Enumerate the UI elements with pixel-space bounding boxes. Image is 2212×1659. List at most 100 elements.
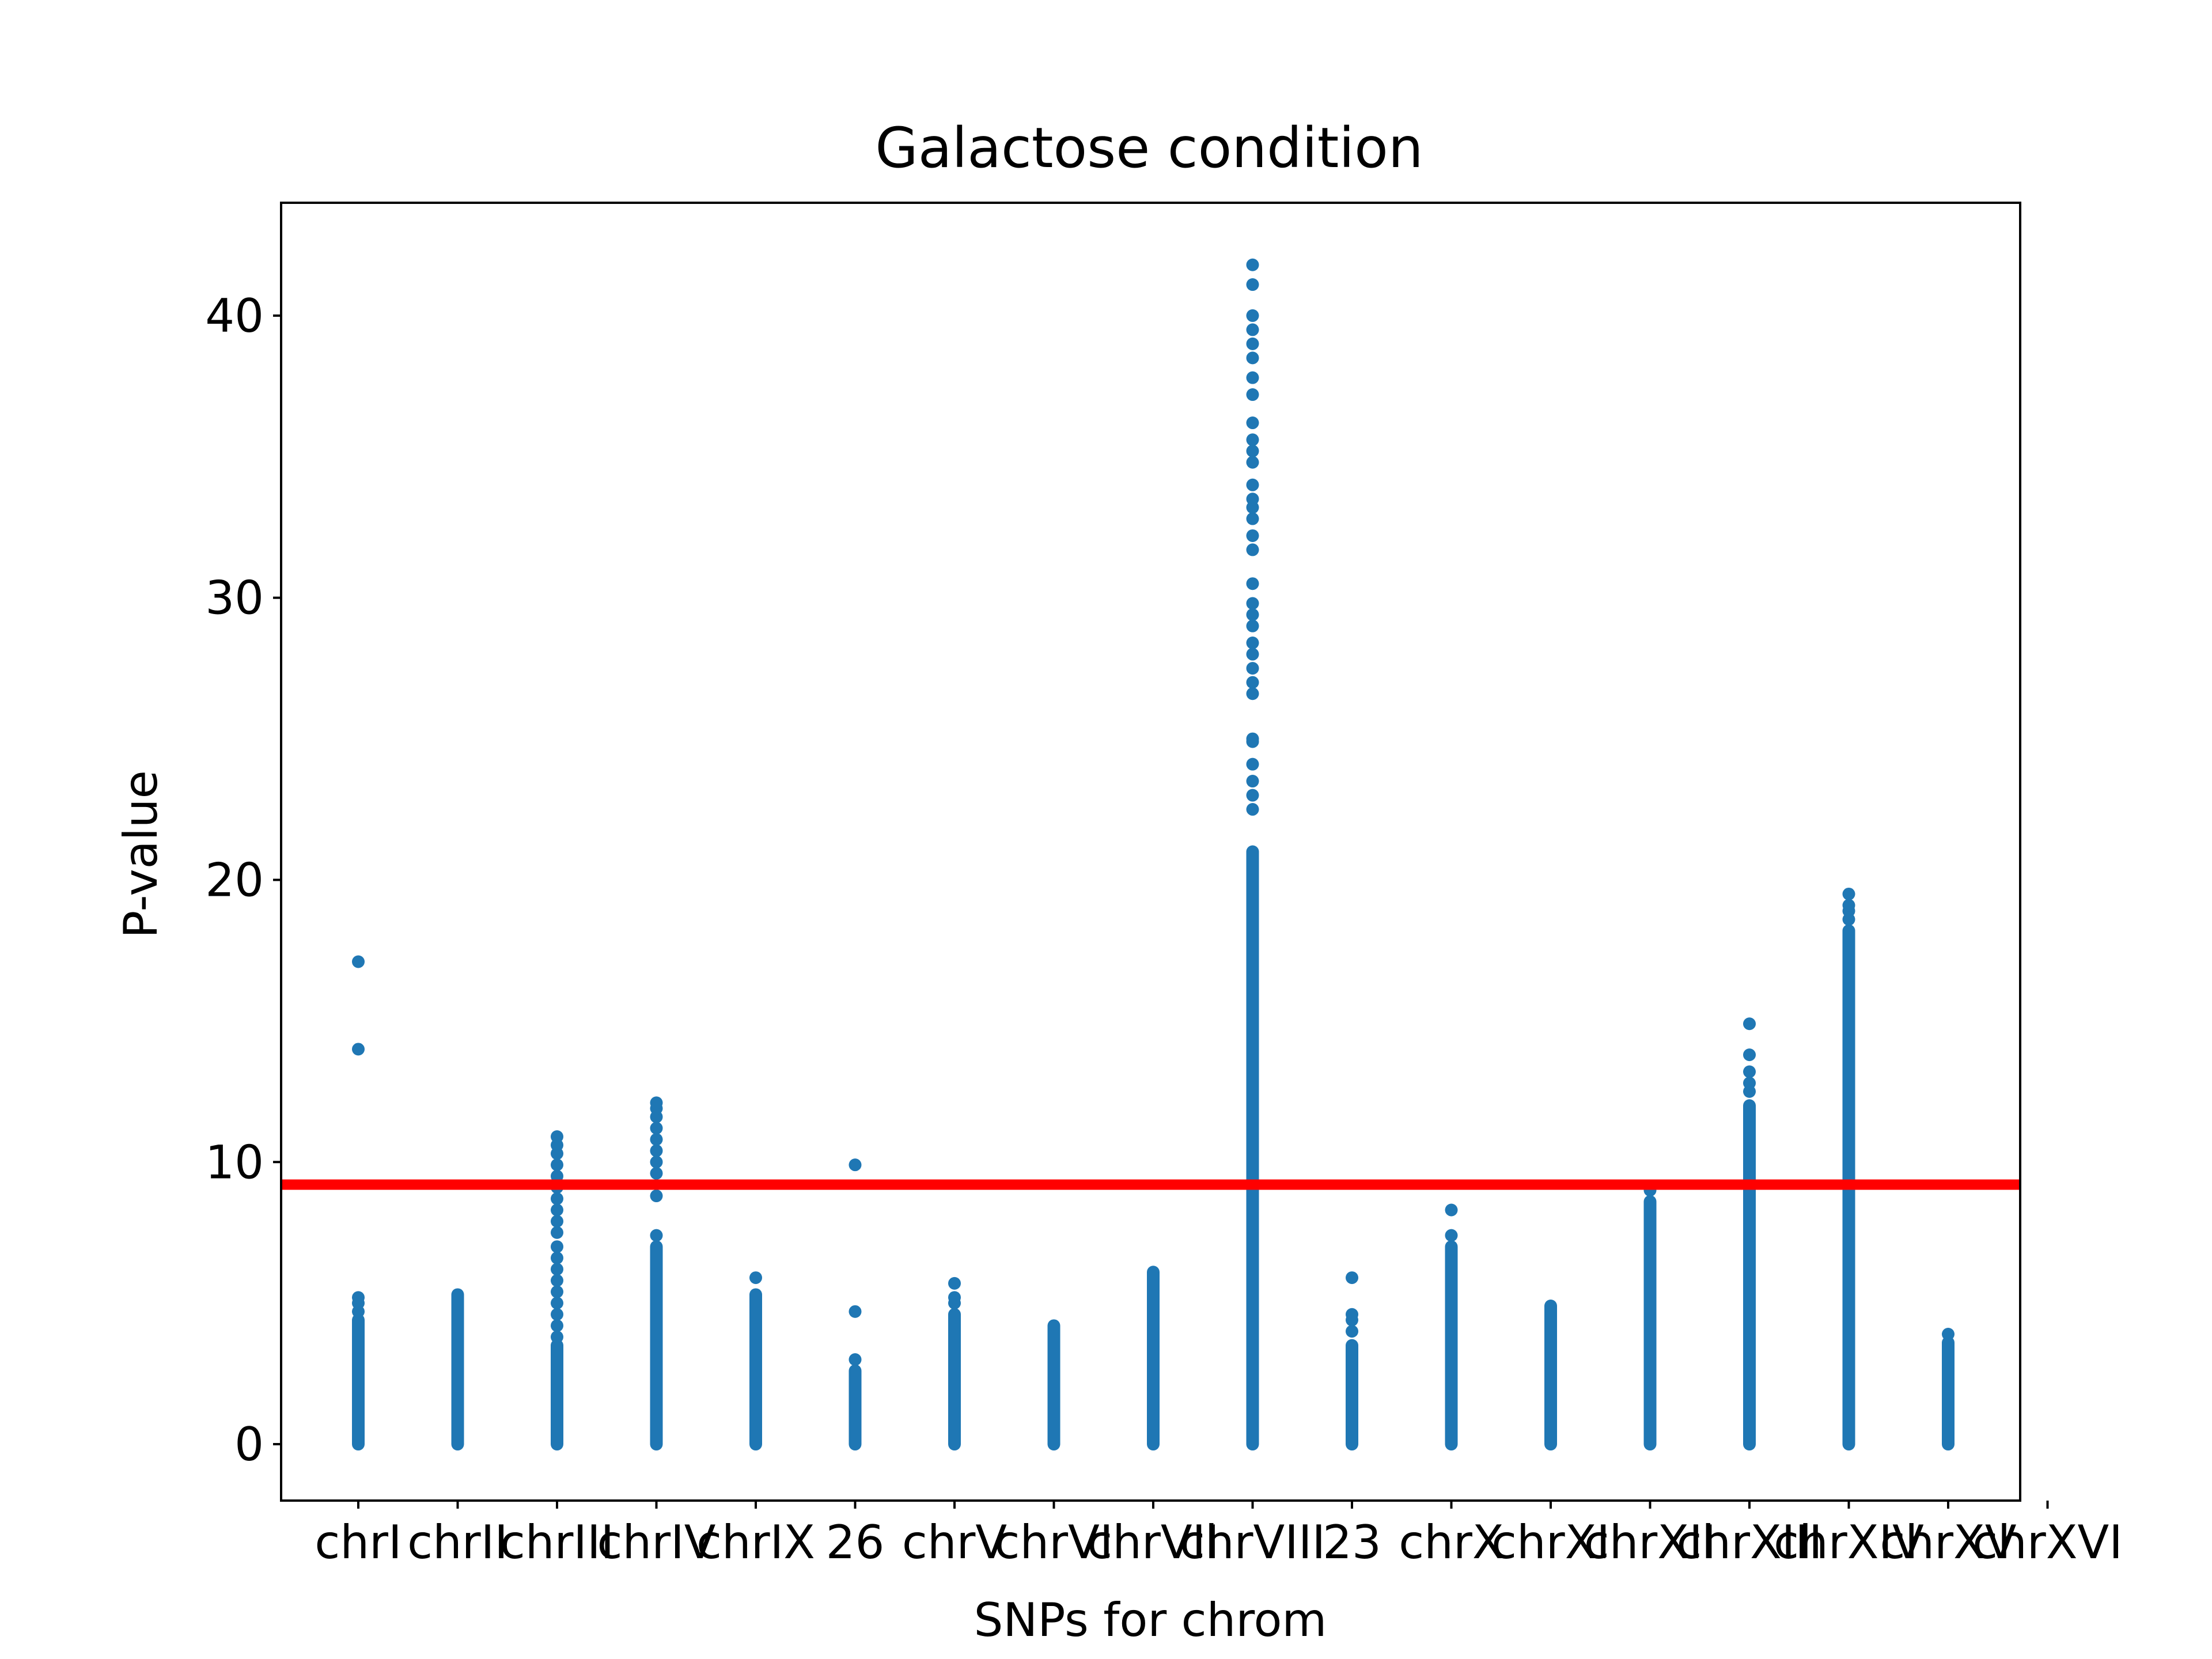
snp-point [650, 1133, 663, 1146]
y-tick-label: 30 [205, 571, 264, 625]
snp-point [352, 1043, 365, 1056]
snp-point [1743, 1065, 1756, 1078]
snp-point [1246, 278, 1259, 291]
x-tick-label: chrVII [1087, 1516, 1219, 1569]
x-tick-label: chrXV [1880, 1516, 2016, 1569]
x-tick-label: chrVIII [1180, 1516, 1325, 1569]
snp-point [1246, 803, 1259, 816]
snp-point [1246, 512, 1259, 525]
chart-title: Galactose condition [875, 116, 1423, 180]
snp-point [849, 1158, 862, 1172]
snp-point [551, 1240, 563, 1253]
snp-point [551, 1226, 563, 1239]
snp-point [948, 1277, 961, 1290]
x-tick-label: chrI [315, 1516, 402, 1569]
snp-point [1445, 1229, 1458, 1242]
snp-point [1246, 577, 1259, 590]
x-tick-label: 26 [826, 1516, 885, 1569]
snp-point [1246, 529, 1259, 542]
snp-point [551, 1158, 563, 1172]
snp-point [1842, 899, 1855, 912]
y-tick-label: 10 [205, 1135, 264, 1189]
snp-point [1346, 1271, 1358, 1285]
snp-point [1346, 1325, 1358, 1338]
snp-point [1246, 478, 1259, 491]
snp-point [1246, 775, 1259, 788]
x-tick-label: chrIII [500, 1516, 614, 1569]
snp-point [551, 1192, 563, 1205]
snp-point [1246, 608, 1259, 622]
snp-point [1246, 416, 1259, 430]
snp-point [1246, 732, 1259, 745]
snp-point [352, 1291, 365, 1304]
y-tick-label: 20 [205, 853, 264, 907]
snp-point [1346, 1308, 1358, 1321]
snp-point [1246, 647, 1259, 661]
snp-point [749, 1271, 762, 1285]
snp-point [1246, 445, 1259, 458]
x-tick-label: chrIV [597, 1516, 716, 1569]
snp-point [1246, 309, 1259, 322]
snp-point [1246, 258, 1259, 271]
snp-point [1246, 789, 1259, 802]
snp-point [551, 1263, 563, 1276]
snp-point [1246, 493, 1259, 506]
y-tick-label: 0 [234, 1418, 264, 1471]
snp-point [650, 1156, 663, 1169]
snp-point [948, 1291, 961, 1304]
snp-point [551, 1203, 563, 1217]
snp-point [650, 1096, 663, 1109]
snp-point [650, 1190, 663, 1203]
x-tick-label: chrXIV [1774, 1516, 1924, 1569]
x-tick-label: chrXVI [1972, 1516, 2123, 1569]
y-axis: 0 10 20 30 40 [205, 289, 281, 1471]
snp-point [1246, 662, 1259, 675]
snp-point [551, 1330, 563, 1343]
points-layer [352, 258, 1955, 1451]
snp-point [1246, 388, 1259, 402]
snp-point [650, 1144, 663, 1157]
snp-point [1743, 1017, 1756, 1031]
snp-point [1743, 1077, 1756, 1090]
snp-point [849, 1305, 862, 1318]
y-axis-label: P-value [114, 770, 168, 938]
snp-point [352, 955, 365, 968]
plot-frame [280, 202, 2021, 1502]
snp-point [551, 1251, 563, 1264]
y-tick-label: 40 [205, 289, 264, 343]
snp-point [849, 1353, 862, 1366]
snp-point [1246, 351, 1259, 365]
snp-point [551, 1285, 563, 1298]
snp-point [650, 1122, 663, 1135]
snp-point [1246, 433, 1259, 446]
snp-point [1246, 619, 1259, 632]
x-axis-label: SNPs for chrom [974, 1593, 1327, 1647]
snp-point [1246, 371, 1259, 384]
snp-point [551, 1308, 563, 1321]
snp-point [1246, 337, 1259, 350]
snp-point [1246, 676, 1259, 689]
snp-point [1246, 456, 1259, 469]
x-tick-label: chrX [1399, 1516, 1503, 1569]
x-tick-label: chrV [902, 1516, 1007, 1569]
snp-point [551, 1297, 563, 1310]
snp-point [1246, 597, 1259, 610]
x-tick-label: chrXI [1491, 1516, 1610, 1569]
x-tick-label: 23 [1323, 1516, 1381, 1569]
x-tick-label: chrXIII [1676, 1516, 1822, 1569]
x-tick-label: chrVI [995, 1516, 1113, 1569]
snp-point [551, 1215, 563, 1228]
snp-point [1842, 887, 1855, 900]
x-tick-label: chrII [407, 1516, 508, 1569]
snp-point [551, 1274, 563, 1287]
snp-point [1445, 1203, 1458, 1217]
x-tick-label: chrXII [1584, 1516, 1717, 1569]
snp-point [551, 1169, 563, 1183]
snp-point [1246, 687, 1259, 700]
snp-point [1246, 757, 1259, 771]
snp-point [1246, 323, 1259, 336]
snp-point [1942, 1328, 1955, 1341]
snp-point [650, 1229, 663, 1242]
